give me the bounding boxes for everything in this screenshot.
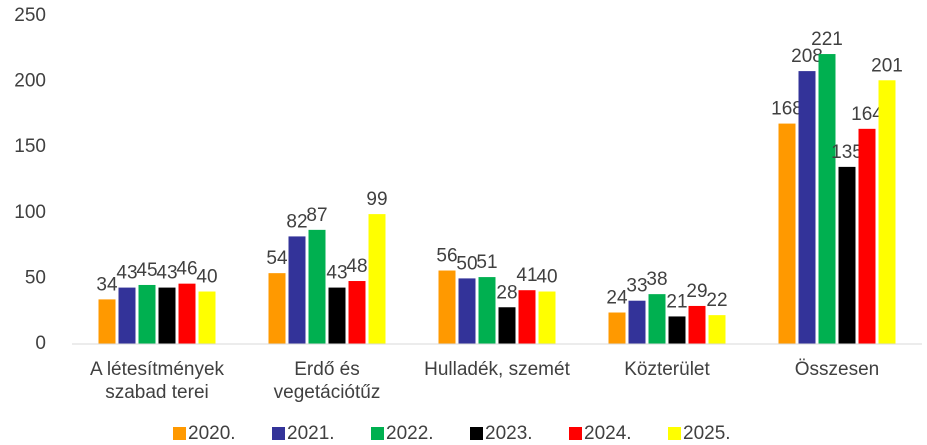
legend-label: 2023.	[485, 423, 533, 444]
x-tick-label: Összesen	[794, 359, 880, 380]
bar	[478, 277, 496, 344]
bar	[498, 307, 516, 344]
value-label: 21	[666, 291, 687, 312]
bar	[118, 287, 136, 344]
bar	[198, 291, 216, 344]
bar	[458, 278, 476, 344]
value-label: 208	[791, 46, 823, 67]
bar	[368, 214, 386, 344]
value-label: 45	[136, 260, 157, 281]
legend-label: 2021.	[287, 423, 335, 444]
bar	[518, 290, 536, 344]
value-label: 40	[196, 267, 217, 288]
value-label: 50	[456, 253, 477, 274]
value-label: 22	[706, 290, 727, 311]
value-label: 46	[176, 259, 197, 280]
bar	[688, 305, 706, 344]
value-label: 34	[96, 274, 118, 295]
bar	[328, 287, 346, 344]
bar	[438, 270, 456, 344]
x-tick-label: Hulladék, szemét	[424, 359, 570, 380]
bar	[818, 54, 836, 344]
bar	[268, 273, 286, 344]
value-label: 43	[326, 263, 347, 284]
value-label: 43	[116, 263, 137, 284]
legend-label: 2020.	[188, 423, 236, 444]
value-label: 135	[831, 142, 863, 163]
bar	[838, 166, 856, 344]
bar	[608, 312, 626, 344]
bar	[348, 281, 366, 344]
value-label: 48	[346, 256, 367, 277]
y-tick-label: 0	[35, 333, 46, 354]
legend-swatch	[371, 427, 384, 440]
y-tick-label: 200	[14, 71, 46, 92]
value-label: 33	[626, 276, 647, 297]
bar	[308, 229, 326, 344]
value-label: 51	[476, 252, 497, 273]
bar	[98, 299, 116, 344]
value-label: 201	[871, 55, 903, 76]
value-label: 28	[496, 282, 517, 303]
value-label: 54	[266, 248, 288, 269]
value-label: 43	[156, 263, 177, 284]
bar	[778, 123, 796, 344]
bar	[538, 291, 556, 344]
legend-label: 2024.	[584, 423, 632, 444]
y-tick-label: 50	[25, 267, 46, 288]
value-label: 99	[366, 189, 387, 210]
bar	[138, 284, 156, 344]
bar	[648, 294, 666, 344]
bar	[628, 300, 646, 344]
legend-swatch	[470, 427, 483, 440]
legend-label: 2022.	[386, 423, 434, 444]
bar	[178, 283, 196, 344]
value-label: 40	[536, 267, 557, 288]
legend-swatch	[668, 427, 681, 440]
legend-swatch	[272, 427, 285, 440]
value-label: 168	[771, 99, 803, 120]
y-tick-label: 250	[14, 5, 46, 26]
value-label: 87	[306, 205, 327, 226]
y-tick-label: 150	[14, 136, 46, 157]
legend-swatch	[173, 427, 186, 440]
legend-swatch	[569, 427, 582, 440]
x-tick-label: Erdő és vegetációtűz	[273, 359, 381, 403]
bar	[798, 71, 816, 344]
value-label: 29	[686, 281, 707, 302]
value-label: 164	[851, 104, 883, 125]
value-label: 41	[516, 265, 537, 286]
value-label: 38	[646, 269, 667, 290]
x-tick-label: A létesítmények szabad terei	[89, 359, 225, 403]
bar	[878, 80, 896, 345]
value-label: 221	[811, 29, 843, 50]
bar	[288, 236, 306, 344]
value-label: 56	[436, 246, 457, 267]
bar	[858, 128, 876, 344]
value-label: 82	[286, 211, 307, 232]
x-tick-label: Közterület	[624, 359, 710, 380]
value-label: 24	[606, 288, 628, 309]
y-tick-label: 100	[14, 202, 46, 223]
bar	[158, 287, 176, 344]
bar	[668, 316, 686, 344]
bar	[708, 315, 726, 344]
legend-label: 2025.	[683, 423, 731, 444]
